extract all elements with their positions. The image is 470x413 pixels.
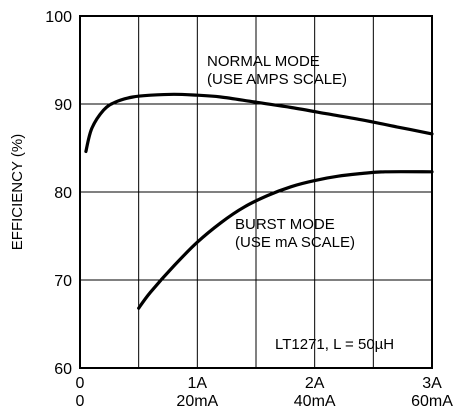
normal-mode-label-line-1: NORMAL MODE bbox=[207, 53, 320, 70]
x-tick-label-top-2: 2A bbox=[305, 375, 325, 392]
x-tick-labels-milliamps: 0 20mA 40mA 60mA bbox=[76, 393, 454, 410]
burst-mode-curve bbox=[137, 170, 434, 310]
x-tick-label-bottom-0: 0 bbox=[76, 393, 85, 410]
y-axis-label: EFFICIENCY (%) bbox=[9, 134, 26, 250]
y-tick-label-70: 70 bbox=[54, 273, 72, 290]
y-tick-label-80: 80 bbox=[54, 185, 72, 202]
normal-mode-label-line-2: (USE AMPS SCALE) bbox=[207, 71, 347, 88]
x-tick-label-bottom-2: 40mA bbox=[294, 393, 336, 410]
burst-mode-label-line-1: BURST MODE bbox=[235, 216, 335, 233]
y-tick-label-100: 100 bbox=[45, 9, 72, 26]
x-tick-label-bottom-3: 60mA bbox=[411, 393, 453, 410]
x-tick-label-bottom-1: 20mA bbox=[176, 393, 218, 410]
y-tick-label-60: 60 bbox=[54, 361, 72, 378]
x-tick-label-top-0: 0 bbox=[76, 375, 85, 392]
plot-frame bbox=[79, 15, 433, 369]
y-tick-labels: 60 70 80 90 100 bbox=[45, 9, 72, 378]
x-tick-labels-amps: 0 1A 2A 3A bbox=[76, 375, 443, 392]
series-layer bbox=[84, 92, 434, 310]
x-tick-label-top-3: 3A bbox=[422, 375, 442, 392]
condition-annotation: LT1271, L = 50µH bbox=[275, 336, 394, 353]
normal-mode-curve bbox=[84, 92, 434, 154]
burst-mode-label-line-2: (USE mA SCALE) bbox=[235, 234, 355, 251]
x-tick-label-top-1: 1A bbox=[188, 375, 208, 392]
grid-lines bbox=[80, 16, 432, 368]
y-tick-label-90: 90 bbox=[54, 97, 72, 114]
